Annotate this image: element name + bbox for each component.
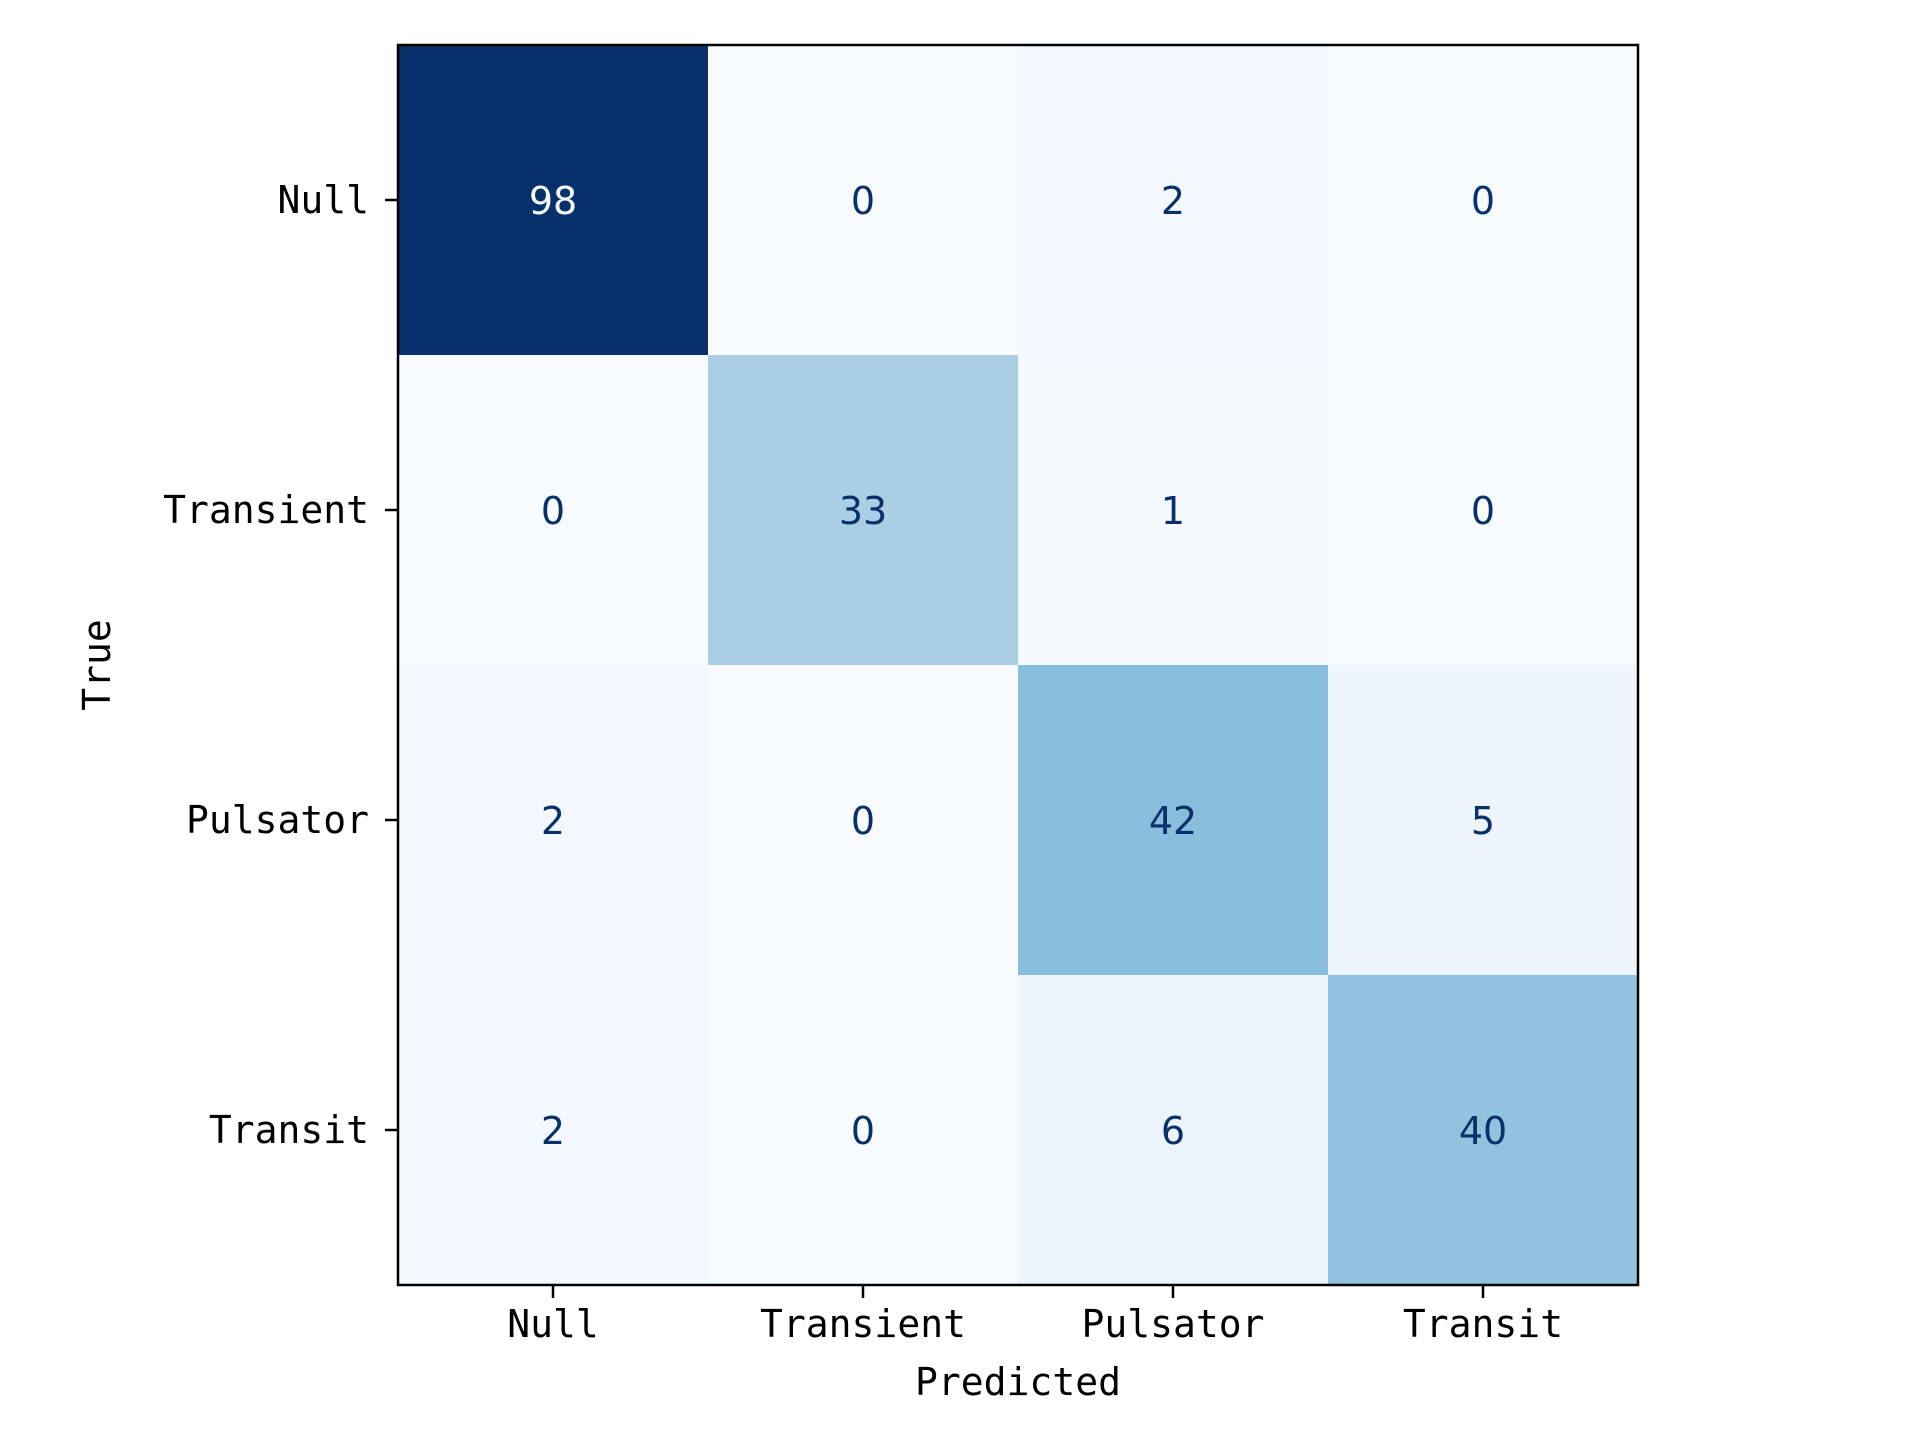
cell-value-label: 0 bbox=[541, 489, 565, 533]
x-tick-label: Transient bbox=[760, 1302, 966, 1346]
y-tick-label: Transit bbox=[209, 1108, 369, 1152]
cell-value-label: 33 bbox=[839, 489, 887, 533]
heatmap-cell bbox=[1018, 665, 1329, 976]
x-axis-title: Predicted bbox=[915, 1360, 1121, 1404]
cell-value-label: 6 bbox=[1161, 1109, 1185, 1153]
cell-value-label: 2 bbox=[541, 1109, 565, 1153]
heatmap-cell bbox=[708, 975, 1019, 1286]
y-axis-title: True bbox=[75, 619, 119, 711]
heatmap-cell bbox=[398, 45, 709, 356]
heatmap-cell bbox=[398, 975, 709, 1286]
heatmap-cell bbox=[1018, 45, 1329, 356]
x-tick-label: Transit bbox=[1403, 1302, 1563, 1346]
cell-value-label: 0 bbox=[851, 799, 875, 843]
heatmap-cell bbox=[1328, 975, 1639, 1286]
y-tick-label: Null bbox=[277, 178, 369, 222]
x-tick-label: Pulsator bbox=[1081, 1302, 1264, 1346]
cell-value-label: 42 bbox=[1149, 799, 1197, 843]
cell-value-label: 2 bbox=[541, 799, 565, 843]
heatmap-cell bbox=[708, 45, 1019, 356]
heatmap-cell bbox=[398, 665, 709, 976]
heatmap-cell bbox=[1018, 975, 1329, 1286]
heatmap-cell bbox=[708, 665, 1019, 976]
cell-value-label: 2 bbox=[1161, 179, 1185, 223]
heatmap-cell bbox=[1328, 665, 1639, 976]
heatmap-cells bbox=[398, 45, 1639, 1286]
cell-value-label: 0 bbox=[851, 179, 875, 223]
x-tick-label: Null bbox=[507, 1302, 599, 1346]
heatmap-cell bbox=[1328, 355, 1639, 666]
cell-value-label: 98 bbox=[529, 179, 577, 223]
axis-ticks: Null Transient Pulsator Transit Null Transien… bbox=[163, 178, 1563, 1346]
heatmap-cell bbox=[398, 355, 709, 666]
cell-value-label: 5 bbox=[1471, 799, 1495, 843]
cell-value-label: 40 bbox=[1459, 1109, 1507, 1153]
heatmap-cell bbox=[1328, 45, 1639, 356]
cell-value-labels: 98 0 2 0 0 33 1 0 2 0 42 5 2 0 6 40 bbox=[529, 179, 1507, 1153]
cell-value-label: 1 bbox=[1161, 489, 1185, 533]
y-tick-label: Transient bbox=[163, 488, 369, 532]
y-tick-label: Pulsator bbox=[186, 798, 369, 842]
plot-frame bbox=[396, 43, 1640, 1287]
cell-value-label: 0 bbox=[851, 1109, 875, 1153]
cell-value-label: 0 bbox=[1471, 179, 1495, 223]
cell-value-label: 0 bbox=[1471, 489, 1495, 533]
heatmap-cell bbox=[1018, 355, 1329, 666]
heatmap-cell bbox=[708, 355, 1019, 666]
